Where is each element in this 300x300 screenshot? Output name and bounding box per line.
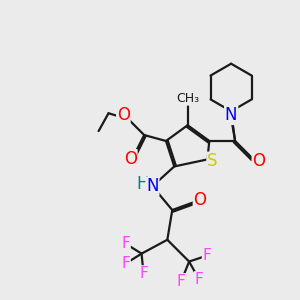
Text: O: O: [194, 191, 206, 209]
Text: H: H: [136, 175, 149, 193]
Text: F: F: [121, 256, 130, 271]
Text: O: O: [117, 106, 130, 124]
Text: S: S: [207, 152, 217, 170]
Text: CH₃: CH₃: [176, 92, 199, 105]
Text: F: F: [195, 272, 203, 287]
Text: O: O: [252, 152, 266, 170]
Text: F: F: [121, 236, 130, 251]
Text: F: F: [202, 248, 211, 263]
Text: F: F: [139, 266, 148, 281]
Text: O: O: [124, 150, 137, 168]
Text: N: N: [146, 177, 159, 195]
Text: F: F: [177, 274, 186, 289]
Text: N: N: [225, 106, 237, 124]
Text: N: N: [225, 106, 237, 124]
